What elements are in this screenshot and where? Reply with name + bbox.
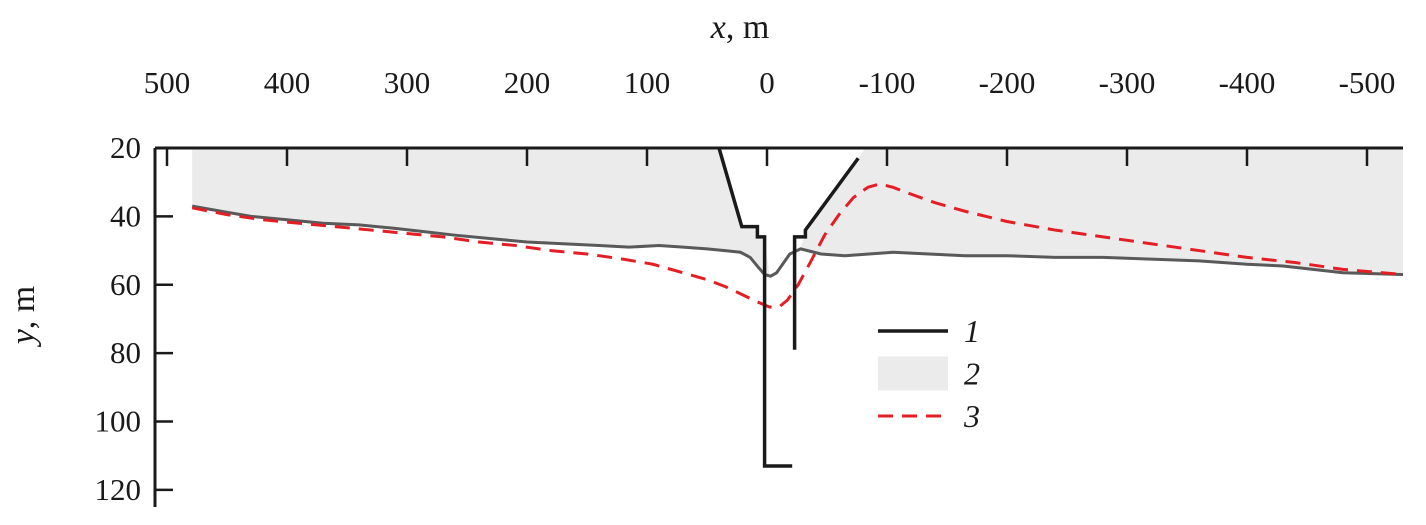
dashed-profile-line [191,182,1404,309]
x-tick-label: -200 [979,65,1036,100]
legend-label: 2 [964,356,980,392]
x-tick-label: 300 [384,65,431,100]
x-tick-label: 0 [759,65,775,100]
structure-outline [792,157,860,350]
x-tick-label: -500 [1339,65,1396,100]
y-tick-label: 80 [110,335,141,370]
y-tick-label: 20 [110,130,141,165]
x-tick-label: 100 [624,65,671,100]
x-tick-label: -100 [859,65,916,100]
y-tick-label: 100 [95,404,142,439]
y-tick-label: 120 [95,472,142,507]
x-tick-label: 400 [264,65,311,100]
x-tick-label: -400 [1219,65,1276,100]
structure-outline [717,147,793,468]
y-axis-title: y, m [5,286,42,348]
legend-swatch-area [878,356,948,391]
y-tick-label: 40 [110,198,141,233]
x-tick-label: 500 [144,65,191,100]
legend-label: 1 [964,313,980,349]
excavation-notch [719,148,866,275]
x-axis-title: x, m [710,9,770,46]
x-tick-label: 200 [504,65,551,100]
y-tick-label: 60 [110,267,141,302]
legend-label: 3 [963,398,980,434]
x-tick-label: -300 [1099,65,1156,100]
